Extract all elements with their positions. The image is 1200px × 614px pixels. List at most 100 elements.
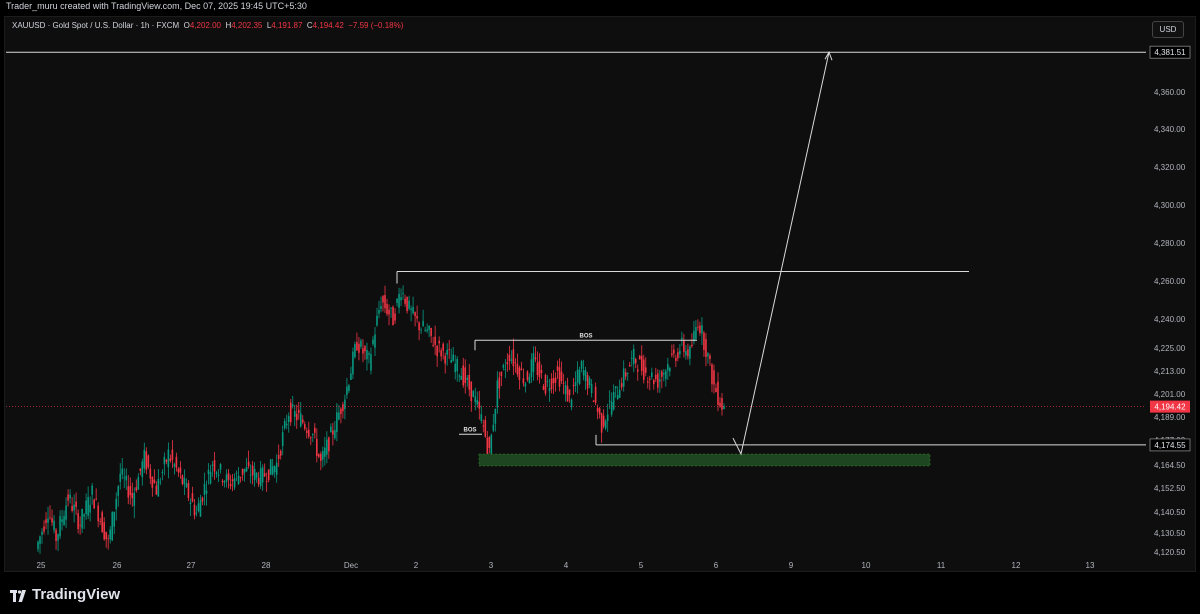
candle-body	[530, 359, 533, 378]
candle-body	[314, 427, 316, 433]
candle-body	[448, 349, 450, 351]
y-tick-label: 4,189.00	[1154, 413, 1186, 422]
candle-body	[344, 399, 346, 409]
candle-body	[257, 477, 260, 485]
candle-body	[699, 325, 701, 334]
candle-body	[135, 487, 138, 491]
open-value: 4,202.00	[189, 21, 221, 30]
candle-body	[330, 426, 332, 433]
candle-body	[243, 468, 246, 473]
candle-body	[141, 461, 144, 478]
candle-body	[239, 476, 242, 478]
candle-body	[685, 351, 687, 356]
low-value: 4,191.87	[271, 21, 303, 30]
candle-body	[388, 309, 390, 315]
candle-body	[526, 371, 529, 380]
candle-body	[416, 316, 418, 319]
x-tick-label: 5	[639, 561, 644, 570]
candle-body	[297, 409, 300, 413]
candle-body	[328, 437, 330, 452]
candle-body	[267, 469, 270, 481]
candle-body	[464, 367, 467, 384]
candle-body	[496, 380, 499, 408]
candle-body	[51, 517, 53, 523]
candle-body	[548, 387, 551, 392]
candle-body	[386, 304, 388, 315]
candle-body	[169, 458, 172, 461]
candle-body	[412, 307, 414, 314]
footer-bar	[0, 578, 1200, 614]
candle-body	[181, 475, 184, 484]
candle-body	[380, 306, 382, 309]
currency-button[interactable]: USD	[1152, 21, 1184, 38]
candle-body	[201, 497, 204, 502]
candle-body	[219, 464, 222, 470]
candle-body	[673, 349, 675, 354]
candle-body	[253, 468, 256, 480]
candle-body	[293, 411, 296, 417]
x-tick-label: 9	[789, 561, 794, 570]
candle-body	[167, 449, 170, 468]
candle-body	[616, 395, 619, 400]
candle-body	[675, 357, 677, 361]
current-price-label-text: 4,194.42	[1154, 403, 1186, 412]
candle-body	[602, 415, 605, 427]
candle-body	[540, 370, 543, 373]
candle-body	[91, 485, 93, 495]
candle-body	[544, 374, 547, 394]
candle-body	[482, 425, 485, 427]
candle-body	[137, 476, 140, 490]
candle-body	[466, 377, 469, 380]
candle-body	[382, 296, 384, 303]
candle-body	[614, 386, 617, 389]
candle-body	[552, 378, 555, 384]
candle-body	[326, 439, 328, 455]
candle-body	[312, 434, 314, 435]
candle-body	[640, 355, 643, 372]
candle-body	[570, 399, 573, 408]
candle-body	[711, 364, 713, 385]
candle-body	[289, 402, 292, 423]
candle-body	[562, 382, 565, 384]
candle-body	[301, 419, 304, 423]
candle-body	[618, 390, 621, 398]
candle-body	[394, 313, 396, 321]
x-tick-label: Dec	[344, 561, 358, 570]
candle-body	[61, 519, 63, 523]
open-label: O	[183, 21, 190, 30]
support-price-label-text: 4,174.55	[1154, 441, 1186, 450]
x-tick-label: 13	[1086, 561, 1095, 570]
candle-body	[396, 298, 398, 303]
chart-frame[interactable]	[4, 16, 1196, 572]
candle-body	[127, 486, 130, 498]
candle-body	[669, 367, 671, 372]
candle-body	[661, 371, 663, 377]
axes: 4,360.00 4,340.00 4,320.00 4,300.00 4,280.00…	[37, 45, 1191, 570]
y-tick-label: 4,360.00	[1154, 88, 1186, 97]
candle-body	[620, 383, 623, 388]
candle-body	[241, 468, 244, 475]
candle-body	[600, 413, 603, 433]
candle-body	[454, 363, 457, 373]
candle-body	[191, 493, 194, 502]
candle-body	[392, 306, 394, 326]
candle-body	[370, 354, 372, 371]
candle-body	[281, 432, 284, 446]
candle-body	[462, 365, 465, 386]
caption-text: Trader_muru created with TradingView.com…	[6, 1, 307, 11]
y-tick-label: 4,120.50	[1154, 548, 1186, 557]
candle-body	[723, 406, 725, 410]
candle-body	[586, 374, 589, 389]
projection-arrowhead	[824, 51, 833, 61]
candle-body	[283, 420, 286, 429]
candle-body	[610, 401, 613, 415]
candle-body	[249, 474, 252, 476]
candle-body	[324, 447, 326, 457]
candle-body	[500, 371, 503, 377]
candle-body	[71, 506, 73, 511]
candle-body	[123, 477, 126, 479]
candle-body	[211, 464, 214, 466]
candle-body	[703, 332, 705, 350]
candle-body	[348, 385, 350, 391]
